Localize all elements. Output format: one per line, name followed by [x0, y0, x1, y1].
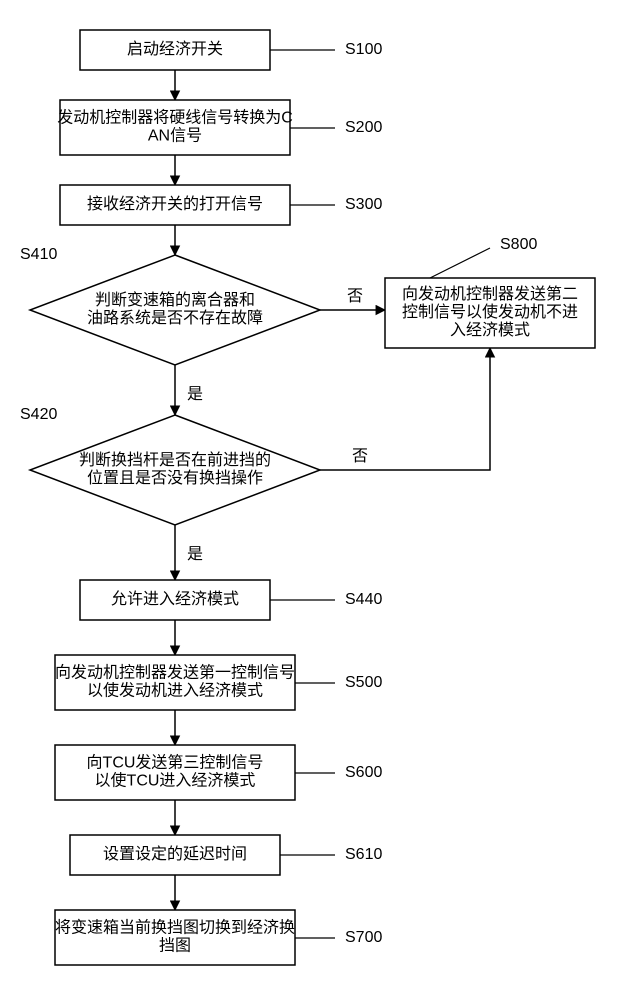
- step-label: S610: [345, 846, 382, 863]
- step-label: S700: [345, 929, 382, 946]
- node-text: 位置且是否没有换挡操作: [87, 469, 263, 487]
- node-text: 入经济模式: [450, 321, 530, 339]
- node-text: 设置设定的延迟时间: [103, 845, 247, 863]
- node-text: 启动经济开关: [127, 40, 223, 58]
- node-text: 接收经济开关的打开信号: [87, 195, 263, 213]
- node-text: 将变速箱当前换挡图切换到经济换: [55, 919, 295, 937]
- step-label: S410: [20, 246, 57, 263]
- node-text: 判断变速箱的离合器和: [95, 291, 255, 309]
- node-text: 向TCU发送第三控制信号: [87, 754, 264, 772]
- step-label: S300: [345, 196, 382, 213]
- step-label: S600: [345, 764, 382, 781]
- node-text: 油路系统是否不存在故障: [87, 309, 263, 327]
- edge: [320, 348, 490, 470]
- node-text: 向发动机控制器发送第二: [402, 285, 578, 303]
- node-text: 控制信号以使发动机不进: [402, 303, 578, 321]
- node-text: 以使发动机进入经济模式: [87, 682, 263, 700]
- node-text: 发动机控制器将硬线信号转换为C: [57, 109, 293, 127]
- step-label: S440: [345, 591, 382, 608]
- label-connector: [430, 248, 490, 278]
- edge-label: 否: [347, 288, 363, 305]
- node-text: 允许进入经济模式: [111, 590, 239, 608]
- flowchart: 是否是否启动经济开关S100发动机控制器将硬线信号转换为CAN信号S200接收经…: [0, 0, 623, 1000]
- edge-label: 否: [352, 448, 368, 465]
- node-text: 以使TCU进入经济模式: [95, 772, 256, 790]
- node-text: 向发动机控制器发送第一控制信号: [55, 664, 295, 682]
- node-text: AN信号: [148, 127, 202, 145]
- edge-label: 是: [187, 386, 203, 403]
- step-label: S100: [345, 41, 382, 58]
- step-label: S800: [500, 236, 537, 253]
- step-label: S200: [345, 119, 382, 136]
- step-label: S420: [20, 406, 57, 423]
- edge-label: 是: [187, 546, 203, 563]
- node-text: 挡图: [159, 937, 191, 955]
- step-label: S500: [345, 674, 382, 691]
- node-text: 判断换挡杆是否在前进挡的: [79, 451, 271, 469]
